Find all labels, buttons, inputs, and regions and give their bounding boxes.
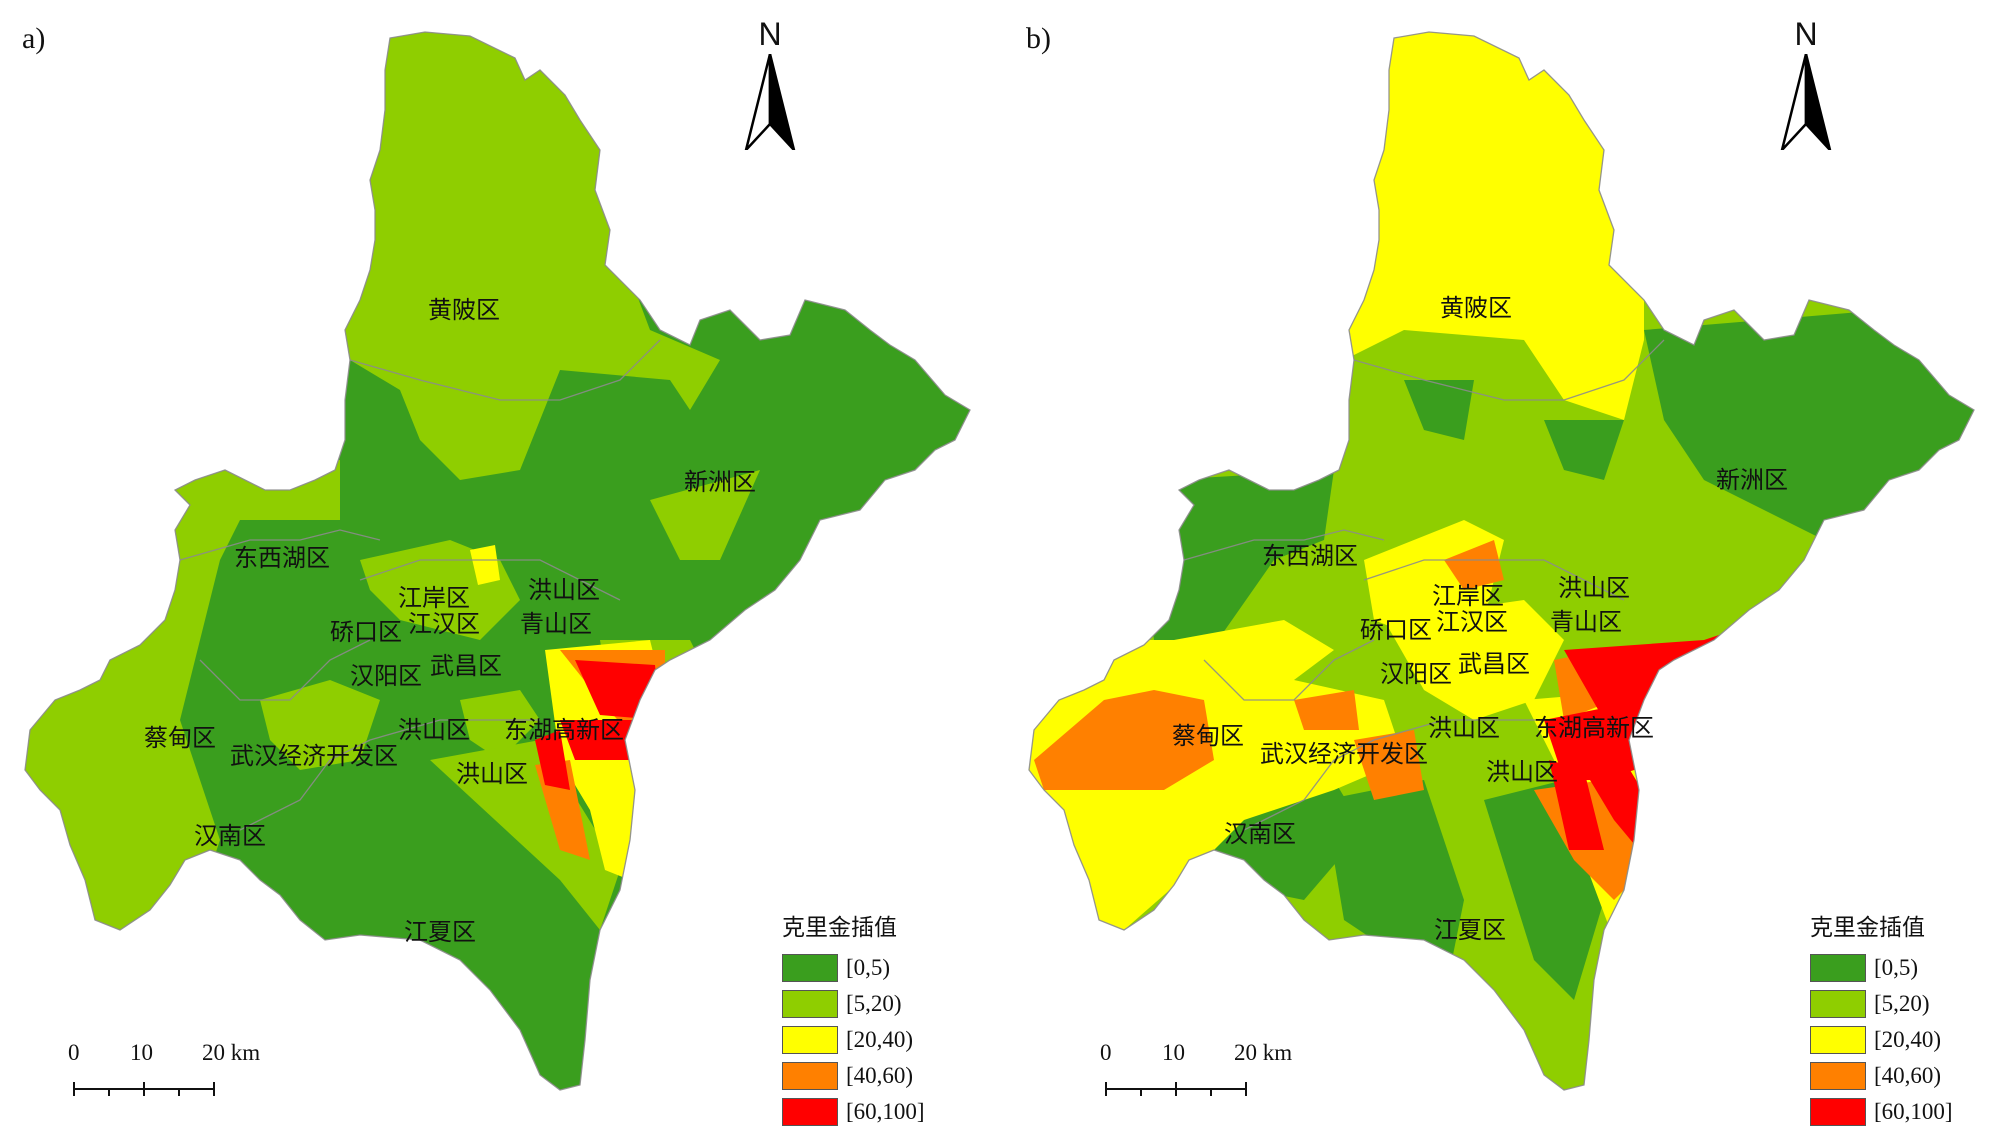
legend-row: [20,40) [782, 1022, 982, 1058]
legend-label: [60,100] [846, 1099, 925, 1124]
north-arrow-icon [744, 54, 796, 150]
scale-label-end: 20 km [1234, 1040, 1293, 1065]
district-label-donghu: 东湖高新区 [1534, 714, 1654, 742]
district-label-jianghan: 江汉区 [1436, 608, 1508, 636]
district-label-hongshan-north: 洪山区 [1558, 574, 1630, 602]
district-label-jiangan: 江岸区 [1432, 582, 1504, 610]
district-label-hanyang: 汉阳区 [350, 662, 422, 690]
legend-swatch [1810, 990, 1866, 1018]
district-label-xinzhou: 新洲区 [684, 468, 756, 496]
district-label-qingshan: 青山区 [520, 610, 592, 638]
north-label: N [758, 16, 782, 52]
district-label-qiaokou: 硚口区 [1360, 616, 1432, 644]
panel-tag: b) [1026, 22, 1051, 55]
district-label-qingshan: 青山区 [1550, 608, 1622, 636]
district-label-wuchang: 武昌区 [430, 652, 502, 680]
district-label-hongshan-north: 洪山区 [528, 576, 600, 604]
legend-title: 克里金插值 [1810, 915, 1925, 941]
legend-label: [0,5) [1874, 955, 1919, 980]
district-label-xinzhou: 新洲区 [1716, 466, 1788, 494]
scale-tick [178, 1088, 180, 1096]
legend-row: [40,60) [1810, 1058, 2008, 1094]
legend-row: [20,40) [1810, 1022, 2008, 1058]
scale-tick [1105, 1082, 1107, 1096]
legend-label: [5,20) [1874, 991, 1930, 1016]
legend-label: [0,5) [846, 955, 891, 980]
scale-tick [1210, 1088, 1212, 1096]
district-label-jiangxia: 江夏区 [1434, 916, 1506, 944]
district-label-hannan: 汉南区 [194, 822, 266, 850]
scale-tick [143, 1082, 145, 1096]
district-label-dongxihu: 东西湖区 [234, 544, 330, 572]
district-label-qiaokou: 硚口区 [330, 618, 402, 646]
map-panel-b: b) 黄陂区 新洲区 东西湖区 江岸区 洪山区 硚口区 江汉区 青山区 汉阳区 … [1004, 0, 2008, 1148]
legend-swatch [1810, 1098, 1866, 1126]
legend-row: [5,20) [782, 986, 982, 1022]
scale-tick [1175, 1082, 1177, 1096]
north-arrow: N [742, 16, 798, 150]
map-b [1028, 31, 1975, 1091]
district-label-donghu: 东湖高新区 [504, 716, 624, 744]
district-label-jiangan: 江岸区 [398, 584, 470, 612]
panel-tag: a) [22, 22, 46, 55]
district-label-econdev: 武汉经济开发区 [1260, 740, 1428, 768]
district-label-caidian: 蔡甸区 [144, 724, 216, 752]
district-label-huangpi: 黄陂区 [428, 296, 500, 324]
district-label-hongshan-central: 洪山区 [1428, 714, 1500, 742]
district-label-jiangxia: 江夏区 [404, 918, 476, 946]
north-arrow: N [1778, 16, 1834, 150]
legend-title: 克里金插值 [782, 915, 897, 941]
legend-swatch [782, 954, 838, 982]
scale-label-zero: 0 [1100, 1040, 1112, 1065]
legend-row: [40,60) [782, 1058, 982, 1094]
scale-label-mid: 10 [130, 1040, 153, 1065]
legend-label: [60,100] [1874, 1099, 1953, 1124]
district-label-hanyang: 汉阳区 [1380, 660, 1452, 688]
district-label-hongshan-central: 洪山区 [398, 716, 470, 744]
district-label-econdev: 武汉经济开发区 [230, 742, 398, 770]
legend-row: [5,20) [1810, 986, 2008, 1022]
scale-bar: 0 10 20 km [1098, 1040, 1292, 1100]
legend-swatch [1810, 1062, 1866, 1090]
district-label-wuchang: 武昌区 [1458, 650, 1530, 678]
legend-row: [60,100] [782, 1094, 982, 1130]
district-label-hongshan-south: 洪山区 [456, 760, 528, 788]
legend-swatch [1810, 1026, 1866, 1054]
legend-swatch [782, 1062, 838, 1090]
legend-label: [20,40) [846, 1027, 914, 1052]
legend-label: [20,40) [1874, 1027, 1942, 1052]
legend-row: [0,5) [782, 950, 982, 986]
north-arrow-icon [1780, 54, 1832, 150]
legend-label: [40,60) [846, 1063, 914, 1088]
scale-label-end: 20 km [202, 1040, 261, 1065]
legend: 克里金插值 [0,5) [5,20) [20,40) [40,60) [60,1… [782, 908, 982, 1130]
scale-bar: 0 10 20 km [66, 1040, 260, 1100]
legend-row: [60,100] [1810, 1094, 2008, 1130]
north-label: N [1794, 16, 1818, 52]
legend-label: [5,20) [846, 991, 902, 1016]
district-label-huangpi: 黄陂区 [1440, 294, 1512, 322]
scale-tick [213, 1082, 215, 1096]
scale-tick [1140, 1088, 1142, 1096]
district-label-dongxihu: 东西湖区 [1262, 542, 1358, 570]
legend: 克里金插值 [0,5) [5,20) [20,40) [40,60) [60,1… [1810, 908, 2008, 1130]
map-a [24, 31, 971, 1091]
legend-row: [0,5) [1810, 950, 2008, 986]
scale-label-zero: 0 [68, 1040, 80, 1065]
district-label-hongshan-south: 洪山区 [1486, 758, 1558, 786]
district-label-hannan: 汉南区 [1224, 820, 1296, 848]
scale-tick [108, 1088, 110, 1096]
legend-swatch [782, 1098, 838, 1126]
scale-label-mid: 10 [1162, 1040, 1185, 1065]
scale-tick [1245, 1082, 1247, 1096]
district-label-caidian: 蔡甸区 [1172, 722, 1244, 750]
scale-tick [73, 1082, 75, 1096]
legend-swatch [782, 1026, 838, 1054]
legend-swatch [782, 990, 838, 1018]
legend-swatch [1810, 954, 1866, 982]
legend-label: [40,60) [1874, 1063, 1942, 1088]
map-panel-a: a) 黄陂区 新洲区 东西湖区 江岸区 洪山区 硚口区 江汉区 青山区 汉阳区 … [22, 16, 982, 1130]
district-label-jianghan: 江汉区 [408, 610, 480, 638]
